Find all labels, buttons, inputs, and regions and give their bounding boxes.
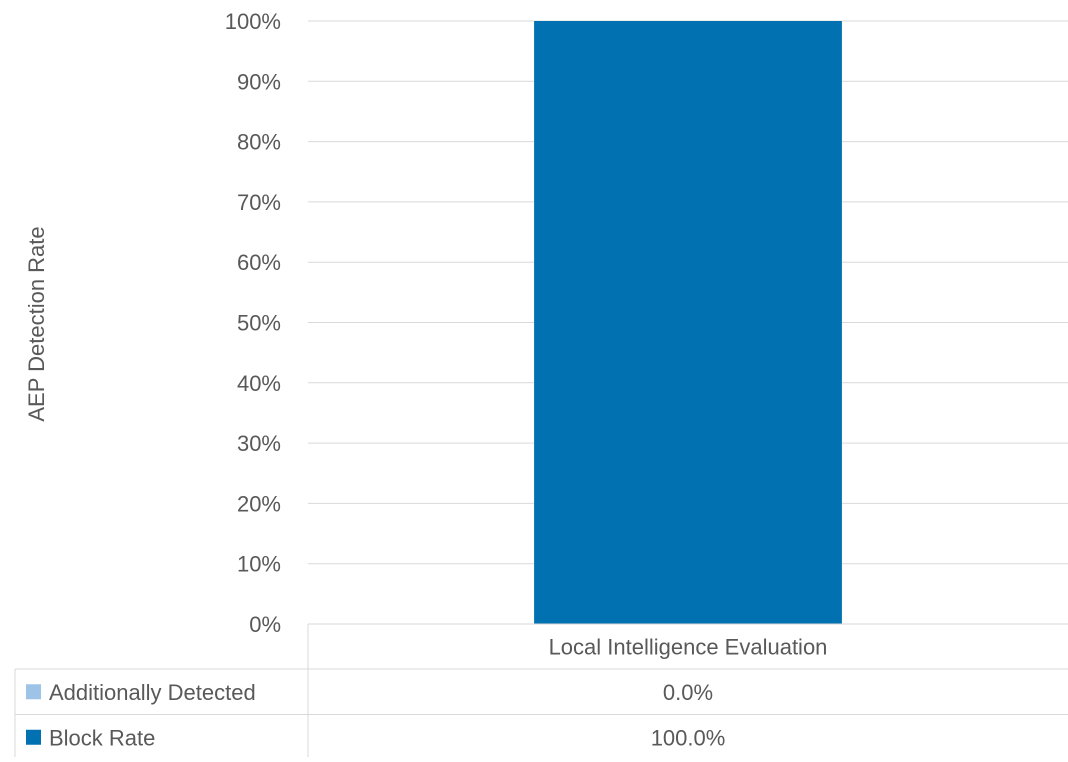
data-table: Local Intelligence Evaluation Additionall… <box>14 623 1068 761</box>
y-tick-label: 60% <box>237 250 281 275</box>
y-tick-label: 20% <box>237 491 281 516</box>
bars <box>534 21 842 624</box>
y-tick-label: 30% <box>237 431 281 456</box>
y-tick-label: 10% <box>237 552 281 577</box>
category-label: Local Intelligence Evaluation <box>549 635 828 660</box>
y-tick-label: 90% <box>237 69 281 94</box>
y-tick-label: 50% <box>237 311 281 336</box>
table-value: 100.0% <box>651 725 726 750</box>
y-tick-label: 0% <box>249 612 281 637</box>
y-tick-labels: 0% 10% 20% 30% 40% 50% 60% 70% 80% 90% 100% <box>225 9 281 637</box>
y-tick-label: 100% <box>225 9 281 34</box>
y-tick-label: 70% <box>237 190 281 215</box>
y-axis-label: AEP Detection Rate <box>24 226 49 421</box>
legend-swatch <box>26 729 41 745</box>
y-tick-label: 40% <box>237 371 281 396</box>
table-value: 0.0% <box>663 680 713 705</box>
bar-block-rate <box>534 21 842 624</box>
legend-label: Additionally Detected <box>49 680 256 705</box>
legend-swatch <box>26 684 41 700</box>
y-tick-label: 80% <box>237 130 281 155</box>
legend-label: Block Rate <box>49 725 155 750</box>
